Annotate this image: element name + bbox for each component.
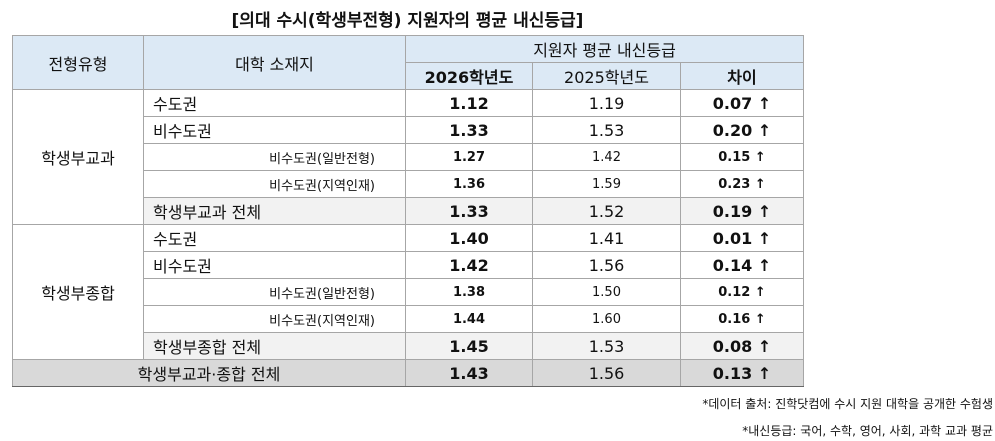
- cell: 1.53: [532, 332, 681, 360]
- cell: 비수도권(일반전형): [143, 278, 406, 306]
- cell: 비수도권(지역인재): [143, 170, 406, 198]
- cell: 1.45: [405, 332, 533, 360]
- row: 학생부교과 전체 1.33 1.52 0.19 ↑: [13, 197, 805, 225]
- cell: 0.01 ↑: [679, 224, 805, 252]
- cell: 비수도권: [143, 116, 406, 144]
- cell: 전형유형: [12, 35, 144, 90]
- cell: 비수도권: [143, 251, 406, 279]
- cell: 비수도권(일반전형): [143, 143, 406, 171]
- cell: 학생부교과 전체: [143, 197, 406, 225]
- cell: 1.53: [532, 116, 681, 144]
- row: 비수도권 1.33 1.53 0.20 ↑: [13, 116, 805, 144]
- cell: 1.12: [405, 89, 533, 117]
- row: 2026학년도 2025학년도 차이: [13, 62, 805, 90]
- cell: 0.13 ↑: [679, 359, 805, 387]
- cell: 비수도권(지역인재): [143, 305, 406, 333]
- cell: 수도권: [143, 224, 406, 252]
- cell: 차이: [679, 62, 805, 90]
- cell: 대학 소재지: [143, 35, 406, 90]
- cell: 2026학년도: [405, 62, 533, 90]
- cell: 0.16 ↑: [679, 305, 805, 333]
- cell: 1.56: [532, 251, 681, 279]
- cell: 1.42: [405, 251, 533, 279]
- cell: 1.40: [405, 224, 533, 252]
- row: 비수도권(지역인재) 1.36 1.59 0.23 ↑: [13, 170, 805, 198]
- cell: 0.08 ↑: [679, 332, 805, 360]
- cell: 0.15 ↑: [679, 143, 805, 171]
- title: [의대 수시(학생부전형) 지원자의 평균 내신등급]: [231, 11, 584, 31]
- row: 학생부종합 수도권 1.40 1.41 0.01 ↑: [12, 224, 805, 360]
- cell: 1.33: [405, 116, 533, 144]
- cell: 학생부교과·종합 전체: [12, 359, 406, 387]
- cell: 1.19: [532, 89, 681, 117]
- cell: 0.14 ↑: [679, 251, 805, 279]
- table: 전형유형 대학 소재지 지원자 평균 내신등급 2026학년도 2025학년도 차이 학생부…: [12, 35, 805, 387]
- row: 비수도권(일반전형) 1.27 1.42 0.15 ↑: [13, 143, 805, 171]
- cell: 0.20 ↑: [679, 116, 805, 144]
- row: 학생부종합 전체 1.45 1.53 0.08 ↑: [13, 332, 805, 360]
- cell: 1.36: [405, 170, 533, 198]
- cell: 0.19 ↑: [679, 197, 805, 225]
- cell: 학생부종합 전체: [143, 332, 406, 360]
- cell: 0.07 ↑: [679, 89, 805, 117]
- cell: 0.23 ↑: [679, 170, 805, 198]
- cell: 0.12 ↑: [679, 278, 805, 306]
- cell: 1.33: [405, 197, 533, 225]
- cell: 1.43: [405, 359, 533, 387]
- cell: 1.42: [532, 143, 681, 171]
- row: 전형유형 대학 소재지 지원자 평균 내신등급: [12, 35, 805, 90]
- cell: 1.27: [405, 143, 533, 171]
- cell: 1.56: [532, 359, 681, 387]
- cell: 1.59: [532, 170, 681, 198]
- cell: 2025학년도: [532, 62, 681, 90]
- note: *내신등급: 국어, 수학, 영어, 사회, 과학 교과 평균: [742, 424, 993, 438]
- row: 비수도권(지역인재) 1.44 1.60 0.16 ↑: [13, 305, 805, 333]
- cell: 1.41: [532, 224, 681, 252]
- cell: 1.38: [405, 278, 533, 306]
- cell: 1.50: [532, 278, 681, 306]
- row: 학생부교과·종합 전체 1.43 1.56 0.13 ↑: [12, 359, 805, 387]
- row: 학생부교과 수도권 1.12 1.19 0.07 ↑: [12, 89, 805, 225]
- cell: 수도권: [143, 89, 406, 117]
- cell: 1.44: [405, 305, 533, 333]
- cell: 지원자 평균 내신등급: [404, 35, 805, 63]
- cell: 학생부교과: [12, 89, 144, 225]
- note: *데이터 출처: 진학닷컴에 수시 지원 대학을 공개한 수험생: [702, 397, 993, 411]
- cell: 학생부종합: [12, 224, 144, 360]
- cell: 1.52: [532, 197, 681, 225]
- cell: 1.60: [532, 305, 681, 333]
